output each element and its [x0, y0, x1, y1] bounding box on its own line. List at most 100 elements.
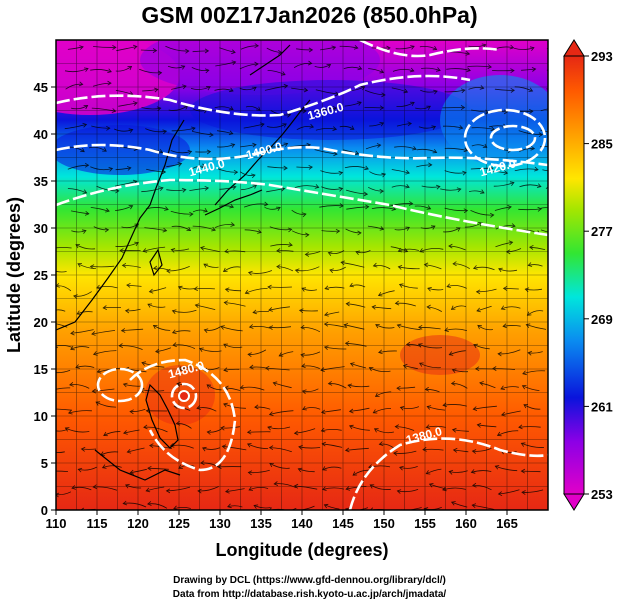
- streamline-arrow: [347, 383, 353, 389]
- streamline-arrow: [518, 511, 522, 515]
- streamline: [448, 245, 466, 251]
- streamline: [49, 511, 65, 515]
- streamline-arrow: [194, 303, 200, 308]
- streamline-arrow: [448, 469, 454, 475]
- streamline-arrow: [182, 84, 187, 90]
- streamline: [348, 384, 370, 388]
- streamline-arrow: [107, 68, 112, 73]
- streamline: [494, 88, 515, 91]
- streamline: [214, 106, 234, 110]
- streamline: [93, 226, 109, 231]
- streamline-arrow: [244, 289, 250, 295]
- streamline: [115, 205, 133, 211]
- streamline-arrow: [302, 108, 307, 114]
- streamline: [305, 251, 321, 255]
- streamline-arrow: [448, 351, 454, 356]
- streamline: [372, 306, 392, 310]
- streamline-arrow: [305, 232, 310, 238]
- streamline: [214, 88, 234, 92]
- streamline-arrow: [247, 270, 253, 276]
- streamline-arrow: [357, 230, 362, 236]
- streamline-arrow: [83, 67, 89, 72]
- streamline-arrow: [177, 285, 183, 291]
- streamline-arrow: [432, 148, 438, 154]
- streamline: [56, 309, 66, 312]
- streamline-arrow: [128, 128, 134, 133]
- streamline-arrow: [363, 191, 369, 197]
- streamline: [90, 265, 115, 268]
- streamline-arrow: [75, 364, 80, 369]
- streamline-arrow: [374, 392, 380, 397]
- streamline: [146, 486, 165, 492]
- streamline: [495, 225, 516, 230]
- streamline-arrow: [320, 409, 326, 415]
- streamline-arrow: [381, 92, 386, 98]
- streamline-arrow: [230, 222, 236, 227]
- streamline-arrow: [103, 431, 108, 437]
- streamline-arrow: [550, 206, 554, 210]
- streamline-arrow: [396, 489, 402, 494]
- streamline-arrow: [200, 246, 205, 251]
- streamline: [315, 128, 337, 131]
- streamline-arrow: [220, 425, 225, 431]
- streamline-arrow: [386, 45, 391, 51]
- streamline: [147, 503, 168, 509]
- streamline: [244, 229, 262, 233]
- streamline-arrow: [430, 225, 436, 230]
- streamline-arrow: [249, 364, 254, 370]
- streamline-arrow: [500, 385, 506, 390]
- streamline-arrow: [228, 105, 234, 111]
- streamline: [346, 206, 369, 210]
- y-tick-label: 20: [34, 315, 48, 330]
- streamline-arrow: [353, 45, 359, 50]
- streamline-arrow: [152, 325, 158, 330]
- streamline-arrow: [369, 507, 374, 510]
- streamline-arrow: [559, 71, 563, 75]
- streamline-arrow: [348, 424, 354, 430]
- streamline-arrow: [308, 47, 314, 53]
- streamline: [91, 330, 116, 335]
- streamline-arrow: [331, 45, 337, 51]
- streamline: [497, 430, 519, 436]
- streamline: [88, 146, 107, 152]
- streamline-arrow: [476, 307, 481, 313]
- streamline: [467, 65, 492, 68]
- streamline-arrow: [52, 429, 56, 433]
- streamline: [396, 102, 415, 108]
- streamline-arrow: [293, 430, 299, 436]
- streamline: [373, 264, 391, 270]
- streamline: [170, 150, 192, 154]
- coastlines: [56, 44, 311, 481]
- streamline: [298, 446, 321, 449]
- streamline-arrow: [381, 172, 387, 178]
- streamline-arrow: [357, 101, 362, 106]
- streamline: [539, 207, 548, 209]
- streamline: [56, 323, 68, 328]
- streamline: [264, 206, 281, 210]
- streamline: [419, 46, 437, 50]
- streamline: [453, 449, 469, 453]
- streamline-arrow: [222, 267, 228, 272]
- streamline: [100, 451, 119, 456]
- streamline-arrow: [115, 188, 120, 194]
- streamline-arrow: [185, 48, 190, 54]
- streamline: [365, 144, 381, 150]
- streamline-arrow: [332, 126, 338, 131]
- streamline: [500, 386, 519, 390]
- streamline: [349, 407, 370, 412]
- streamline: [419, 248, 444, 253]
- streamline-arrow: [470, 469, 476, 474]
- streamline-arrow: [489, 212, 495, 218]
- streamline-arrow: [490, 126, 496, 132]
- streamline-arrow: [402, 363, 408, 369]
- streamline-arrow: [432, 45, 438, 51]
- colorbar-tick-label: 269: [591, 312, 613, 327]
- streamline: [540, 108, 548, 112]
- streamline: [427, 306, 442, 312]
- streamline-arrow: [511, 223, 516, 228]
- streamline: [540, 129, 548, 133]
- streamline-arrow: [246, 429, 252, 435]
- streamline-arrow: [529, 46, 535, 51]
- streamline-arrow: [152, 265, 158, 271]
- streamline-arrow: [558, 106, 562, 110]
